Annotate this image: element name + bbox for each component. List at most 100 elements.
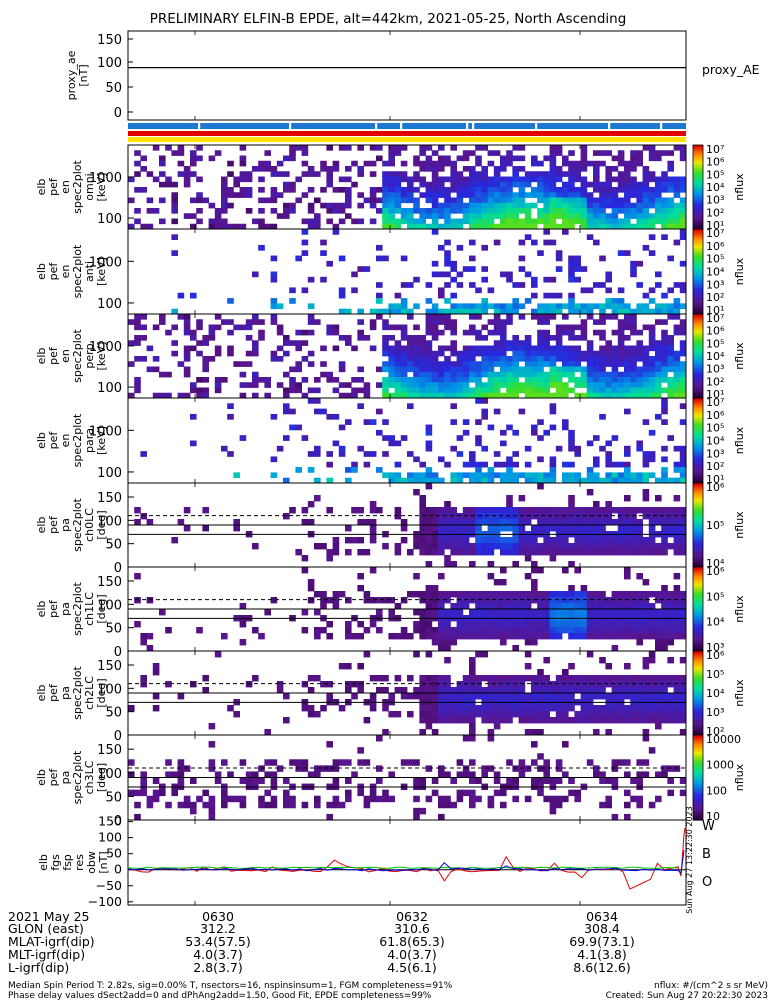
heatmap-cell [543,771,550,778]
heatmap-cell [481,519,488,526]
heatmap-cell [599,801,606,809]
heatmap-cell [580,266,588,272]
heatmap-cell [388,155,395,162]
heatmap-cell [642,356,650,362]
heatmap-cell [617,176,625,183]
heatmap-cell [524,519,532,526]
colorbar-segment [693,711,703,715]
heatmap-cell [617,543,625,550]
heatmap-cell [562,202,569,209]
heatmap-cell [537,340,544,346]
heatmap-cell [580,392,588,399]
heatmap-cell [580,371,588,378]
colorbar-segment [693,356,703,359]
heatmap-cell [679,150,687,156]
heatmap-cell [196,392,203,399]
heatmap-cell [599,687,606,694]
colorbar-segment [693,309,703,313]
heatmap-cell [419,807,426,815]
heatmap-cell [562,472,569,479]
heatmap-cell [469,314,476,320]
heatmap-cell [555,633,563,640]
heatmap-cell [586,371,594,378]
heatmap-cell [252,350,259,357]
heatmap-cell [673,387,681,394]
heatmap-cell [555,705,563,712]
heatmap-cell [593,543,600,550]
colorbar-segment [693,817,703,821]
heatmap-cell [574,303,581,310]
heatmap-cell [512,675,519,682]
heatmap-cell [611,693,619,700]
heatmap-cell [574,213,581,219]
heatmap-cell [382,160,389,167]
heatmap-cell [444,282,451,288]
heatmap-cell [661,308,668,315]
heatmap-cell [500,377,507,383]
heatmap-cell [568,255,575,262]
heatmap-cell [655,645,662,652]
heatmap-cell [580,150,588,156]
heatmap-cell [307,771,315,778]
heatmap-cell [617,329,625,336]
heatmap-cell [537,192,544,198]
colorbar-segment [693,330,703,334]
heatmap-cell [357,507,364,514]
heatmap-cell [524,597,532,604]
colorbar-segment [693,205,703,209]
heatmap-cell [648,345,656,352]
heatmap-cell [295,549,302,556]
heatmap-cell [456,609,464,616]
colorbar-segment [693,741,703,745]
heatmap-cell [518,705,526,712]
panel-ylabel-line: pa [59,771,72,785]
heatmap-cell [630,192,637,198]
heatmap-cell [438,345,445,352]
heatmap-cell [252,543,259,550]
heatmap-cell [549,408,557,415]
panel-ylabel-line: elb [35,348,48,365]
heatmap-cell [233,472,240,479]
heatmap-cell [221,633,228,640]
heatmap-cell [611,166,619,172]
heatmap-cell [531,350,538,357]
heatmap-cell [661,371,668,378]
heatmap-cell [518,208,526,214]
heatmap-cell [599,329,606,336]
heatmap-cell [636,621,643,628]
heatmap-cell [568,591,575,598]
heatmap-cell [469,597,476,604]
heatmap-cell [524,513,532,520]
heatmap-cell [636,377,643,383]
heatmap-cell [630,176,637,183]
heatmap-cell [667,591,674,598]
heatmap-cell [549,176,557,183]
heatmap-cell [450,549,457,556]
heatmap-cell [605,537,612,544]
heatmap-cell [326,145,333,151]
heatmap-cell [419,472,426,479]
heatmap-cell [190,292,197,299]
heatmap-cell [239,155,247,162]
heatmap-cell [400,519,408,526]
heatmap-cell [363,451,371,457]
heatmap-cell [673,361,681,367]
heatmap-cell [264,166,271,172]
heatmap-cell [276,382,284,388]
colorbar-segment [693,522,703,526]
heatmap-cell [177,361,185,367]
heatmap-cell [617,627,625,634]
heatmap-cell [599,657,606,664]
colorbar-segment [693,474,703,478]
y-tick-label: 100 [97,598,122,613]
heatmap-cell [636,777,643,784]
heatmap-cell [450,537,457,544]
colorbar-segment [693,415,703,418]
heatmap-cell [679,507,687,514]
heatmap-cell [549,461,557,468]
heatmap-cell [456,366,464,373]
colorbar-segment [693,531,703,534]
heatmap-cell [307,711,315,718]
heatmap-cell [624,627,631,634]
heatmap-cell [605,356,612,362]
